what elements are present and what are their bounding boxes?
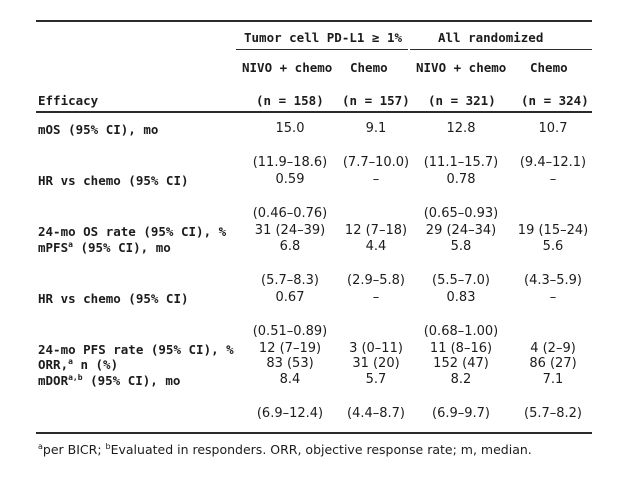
- mos-ci-col2: (7.7–10.0): [342, 155, 410, 170]
- orr-col3: 152 (47): [433, 356, 489, 371]
- n-col4: (n = 324): [521, 93, 589, 108]
- col-header-nivo-chemo-2: NIVO + chemo: [416, 60, 507, 75]
- mpfs-footnote-mark: a: [68, 239, 73, 249]
- col-header-chemo-1: Chemo: [350, 60, 388, 75]
- orr-col4: 86 (27): [529, 356, 577, 371]
- hr-os-col4: –: [549, 172, 557, 187]
- mdor-ci-col4: (5.7–8.2): [524, 406, 582, 421]
- orr-col1: 83 (53): [266, 356, 314, 371]
- hr-pfs-col1: 0.67: [275, 290, 305, 305]
- mpfs-ci-col1: (5.7–8.3): [261, 273, 319, 288]
- group-header-all-randomized: All randomized: [438, 30, 544, 45]
- col-header-chemo-2: Chemo: [530, 60, 568, 75]
- hr-os-ci-col1: (0.46–0.76): [252, 206, 328, 221]
- footnote-text-a: per BICR;: [42, 442, 106, 457]
- col-header-nivo-chemo-1: NIVO + chemo: [242, 60, 333, 75]
- group1-underline: [236, 49, 408, 50]
- mpfs-label-text: mPFS: [38, 240, 69, 255]
- n-col2: (n = 157): [342, 93, 410, 108]
- pfs24-col2: 3 (0–11): [349, 341, 403, 356]
- hr-pfs-col3: 0.83: [446, 290, 476, 305]
- group-header-pdl1: Tumor cell PD-L1 ≥ 1%: [244, 30, 403, 45]
- efficacy-header: Efficacy: [38, 93, 99, 108]
- mdor-ci-col1: (6.9–12.4): [256, 406, 324, 421]
- row-label-mos: mOS (95% CI), mo: [38, 122, 159, 137]
- top-rule: [36, 20, 592, 22]
- mdor-label-text: mDOR: [38, 373, 69, 388]
- row-label-mpfs: mPFSa (95% CI), mo: [38, 240, 171, 255]
- header-rule: [36, 111, 592, 113]
- hr-pfs-ci-col1: (0.51–0.89): [252, 324, 328, 339]
- mos-col3: 12.8: [446, 121, 476, 136]
- hr-pfs-col2: –: [372, 290, 380, 305]
- row-label-hr-os: HR vs chemo (95% CI): [38, 173, 189, 188]
- os24-col1: 31 (24–39): [254, 223, 326, 238]
- mpfs-col4: 5.6: [542, 239, 564, 254]
- hr-pfs-col4: –: [549, 290, 557, 305]
- mdor-col1: 8.4: [279, 372, 301, 387]
- hr-os-col1: 0.59: [275, 172, 305, 187]
- row-label-os24: 24-mo OS rate (95% CI), %: [38, 224, 227, 239]
- n-col1: (n = 158): [256, 93, 324, 108]
- hr-os-ci-col3: (0.65–0.93): [423, 206, 499, 221]
- orr-label-text: ORR,: [38, 357, 69, 372]
- mos-col4: 10.7: [538, 121, 568, 136]
- os24-col3: 29 (24–34): [425, 223, 497, 238]
- row-label-mdor: mDORa,b (95% CI), mo: [38, 373, 180, 388]
- table-footnote: aper BICR; bEvaluated in responders. ORR…: [38, 442, 532, 457]
- mpfs-col3: 5.8: [450, 239, 472, 254]
- row-label-pfs24: 24-mo PFS rate (95% CI), %: [38, 342, 234, 357]
- mos-ci-col3: (11.1–15.7): [423, 155, 499, 170]
- orr-col2: 31 (20): [352, 356, 400, 371]
- mpfs-ci-col2: (2.9–5.8): [347, 273, 405, 288]
- bottom-rule: [36, 432, 592, 434]
- pfs24-col4: 4 (2–9): [530, 341, 576, 356]
- os24-col4: 19 (15–24): [517, 223, 589, 238]
- hr-os-col3: 0.78: [446, 172, 476, 187]
- row-label-orr: ORR,a n (%): [38, 357, 118, 372]
- mos-ci-col4: (9.4–12.1): [519, 155, 587, 170]
- mdor-col4: 7.1: [542, 372, 564, 387]
- mpfs-col1: 6.8: [279, 239, 301, 254]
- footnote-text-b: Evaluated in responders. ORR, objective …: [110, 442, 532, 457]
- orr-footnote-mark: a: [68, 356, 73, 366]
- footnote-mark-a: a: [38, 441, 43, 451]
- mdor-col3: 8.2: [450, 372, 472, 387]
- pfs24-col3: 11 (8–16): [429, 341, 493, 356]
- os24-col2: 12 (7–18): [344, 223, 408, 238]
- mdor-ci-col2: (4.4–8.7): [347, 406, 405, 421]
- mdor-footnote-mark: a,b: [68, 372, 83, 382]
- hr-os-col2: –: [372, 172, 380, 187]
- pfs24-col1: 12 (7–19): [258, 341, 322, 356]
- mpfs-ci-col4: (4.3–5.9): [524, 273, 582, 288]
- hr-pfs-ci-col3: (0.68–1.00): [423, 324, 499, 339]
- group2-underline: [410, 49, 592, 50]
- mos-col1: 15.0: [275, 121, 305, 136]
- mpfs-col2: 4.4: [365, 239, 387, 254]
- mpfs-label-tail: (95% CI), mo: [72, 240, 171, 255]
- orr-label-tail: n (%): [72, 357, 119, 372]
- mdor-col2: 5.7: [365, 372, 387, 387]
- mos-col2: 9.1: [365, 121, 387, 136]
- n-col3: (n = 321): [428, 93, 496, 108]
- row-label-hr-pfs: HR vs chemo (95% CI): [38, 291, 189, 306]
- mdor-ci-col3: (6.9–9.7): [432, 406, 490, 421]
- mos-ci-col1: (11.9–18.6): [252, 155, 328, 170]
- footnote-mark-b: b: [105, 441, 111, 451]
- mpfs-ci-col3: (5.5–7.0): [432, 273, 490, 288]
- mdor-label-tail: (95% CI), mo: [82, 373, 181, 388]
